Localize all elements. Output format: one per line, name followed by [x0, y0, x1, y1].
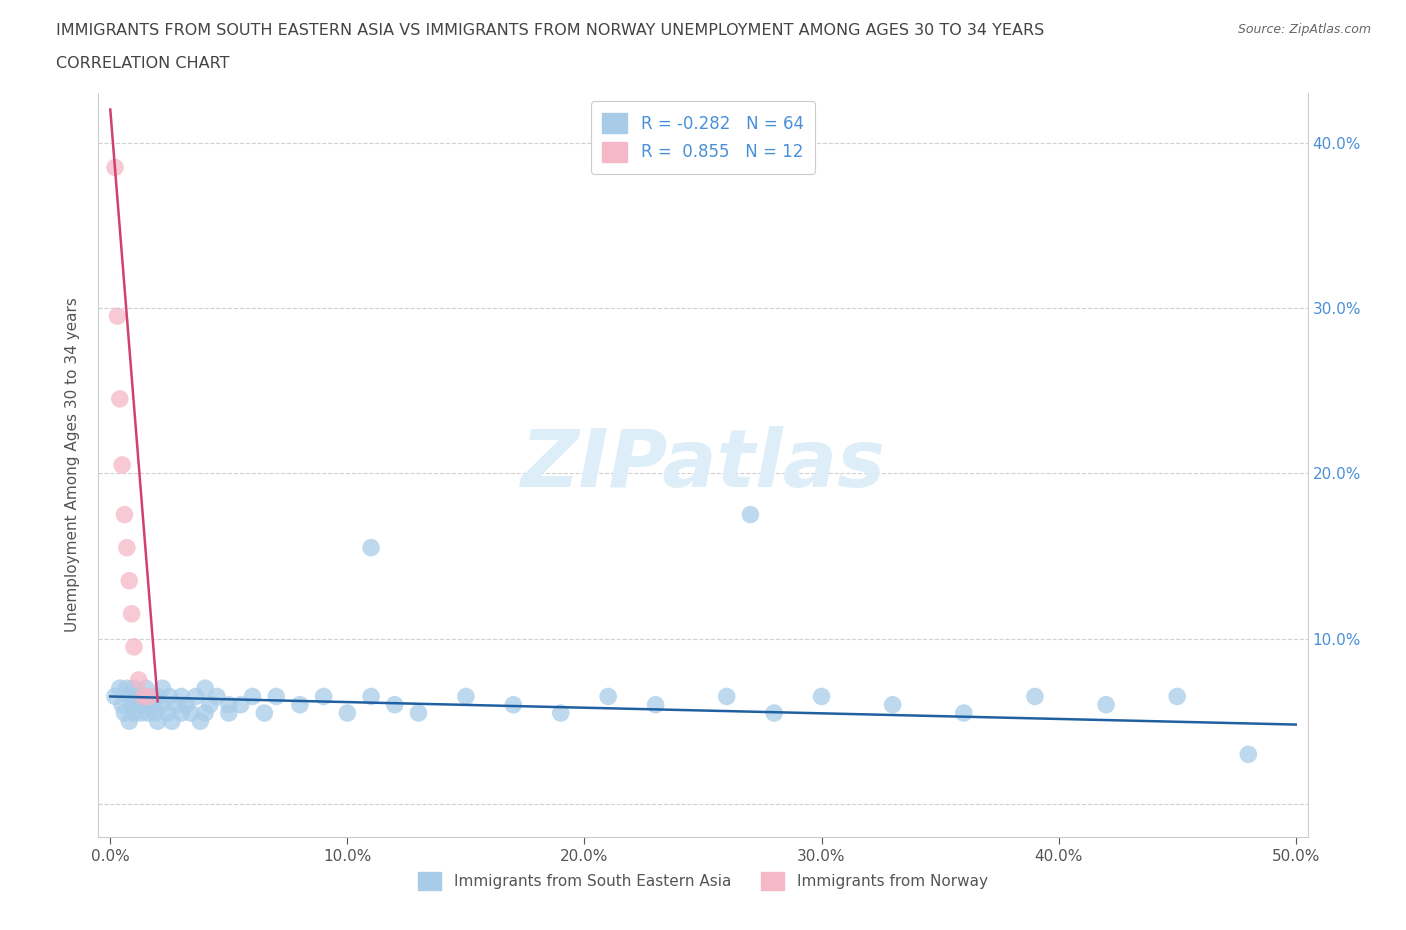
Point: [170, 689, 193, 704]
Point: [1237, 747, 1260, 762]
Point: [644, 698, 666, 712]
Text: ZIPatlas: ZIPatlas: [520, 426, 886, 504]
Point: [408, 706, 430, 721]
Point: [598, 689, 620, 704]
Point: [502, 698, 524, 712]
Point: [336, 706, 359, 721]
Text: CORRELATION CHART: CORRELATION CHART: [56, 56, 229, 71]
Point: [763, 706, 786, 721]
Point: [118, 689, 141, 704]
Point: [190, 714, 212, 729]
Point: [384, 698, 406, 712]
Point: [104, 160, 127, 175]
Point: [104, 689, 127, 704]
Point: [159, 689, 181, 704]
Point: [194, 706, 217, 721]
Point: [139, 689, 162, 704]
Point: [174, 698, 197, 712]
Point: [122, 706, 145, 721]
Text: Source: ZipAtlas.com: Source: ZipAtlas.com: [1237, 23, 1371, 36]
Point: [122, 640, 145, 655]
Point: [810, 689, 832, 704]
Point: [142, 698, 165, 712]
Point: [952, 706, 974, 721]
Point: [264, 689, 287, 704]
Point: [360, 689, 382, 704]
Point: [122, 681, 145, 696]
Point: [136, 689, 159, 704]
Point: [716, 689, 738, 704]
Y-axis label: Unemployment Among Ages 30 to 34 years: Unemployment Among Ages 30 to 34 years: [65, 298, 80, 632]
Point: [1166, 689, 1188, 704]
Point: [218, 706, 240, 721]
Point: [129, 706, 152, 721]
Point: [135, 698, 157, 712]
Point: [115, 540, 138, 555]
Point: [166, 698, 188, 712]
Point: [128, 672, 150, 687]
Point: [198, 698, 221, 712]
Point: [1095, 698, 1118, 712]
Point: [184, 689, 207, 704]
Point: [180, 706, 202, 721]
Point: [105, 309, 128, 324]
Point: [1024, 689, 1046, 704]
Point: [118, 573, 141, 588]
Point: [125, 689, 148, 704]
Point: [156, 706, 179, 721]
Point: [146, 714, 169, 729]
Point: [118, 714, 141, 729]
Point: [288, 698, 311, 712]
Point: [360, 540, 382, 555]
Point: [152, 681, 174, 696]
Point: [135, 681, 157, 696]
Point: [229, 698, 252, 712]
Point: [128, 698, 150, 712]
Point: [136, 706, 159, 721]
Point: [114, 706, 136, 721]
Point: [194, 681, 217, 696]
Point: [152, 698, 174, 712]
Point: [146, 689, 169, 704]
Point: [740, 507, 762, 522]
Point: [132, 689, 155, 704]
Point: [218, 698, 240, 712]
Point: [111, 458, 134, 472]
Point: [550, 706, 572, 721]
Point: [115, 681, 138, 696]
Point: [121, 606, 143, 621]
Point: [111, 698, 134, 712]
Point: [143, 706, 166, 721]
Point: [242, 689, 264, 704]
Text: IMMIGRANTS FROM SOUTH EASTERN ASIA VS IMMIGRANTS FROM NORWAY UNEMPLOYMENT AMONG : IMMIGRANTS FROM SOUTH EASTERN ASIA VS IM…: [56, 23, 1045, 38]
Point: [114, 507, 136, 522]
Point: [454, 689, 477, 704]
Point: [312, 689, 335, 704]
Point: [121, 698, 143, 712]
Point: [170, 706, 193, 721]
Point: [108, 681, 131, 696]
Point: [108, 392, 131, 406]
Point: [132, 689, 155, 704]
Point: [160, 714, 183, 729]
Point: [205, 689, 228, 704]
Legend: Immigrants from South Eastern Asia, Immigrants from Norway: Immigrants from South Eastern Asia, Immi…: [412, 866, 994, 897]
Point: [253, 706, 276, 721]
Point: [882, 698, 904, 712]
